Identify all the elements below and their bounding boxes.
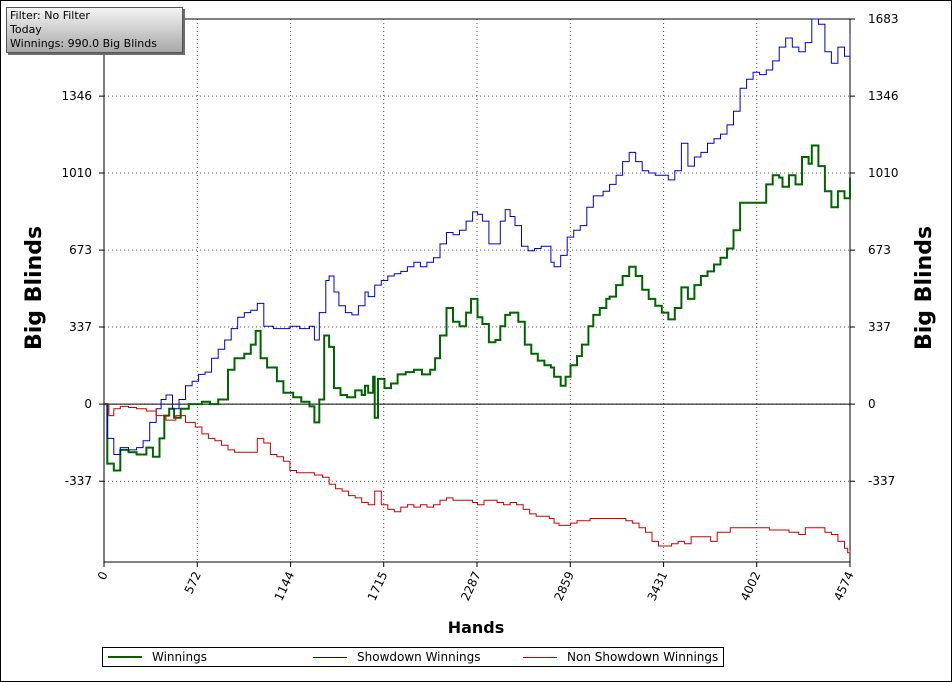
y-tick-label-right-1: 0	[868, 397, 876, 411]
x-tick-label-1: 572	[182, 569, 204, 596]
legend-swatch-non-showdown	[523, 656, 557, 658]
legend-item-showdown: Showdown Winnings	[313, 648, 481, 666]
series-line-winnings	[104, 144, 851, 472]
y-tick-label-left-0: -337	[65, 474, 92, 488]
y-tick-label-right-0: -337	[868, 474, 895, 488]
y-tick-label-right-2: 337	[868, 320, 891, 334]
y-axis-title-left: Big Blinds	[22, 226, 47, 350]
y-tick-label-right-5: 1346	[868, 89, 899, 103]
legend-label-non-showdown: Non Showdown Winnings	[567, 650, 719, 664]
y-tick-label-right-3: 673	[868, 243, 891, 257]
filter-label: Filter: No Filter	[10, 9, 90, 22]
y-axis-right: -337 0 337 673 1010 1346 1683	[850, 12, 899, 488]
y-axis-title-right: Big Blinds	[912, 226, 937, 350]
x-tick-label-7: 4002	[738, 569, 764, 603]
legend-swatch-showdown	[313, 656, 347, 658]
x-tick-label-8: 4574	[831, 569, 857, 603]
filter-info-box: Filter: No Filter Today Winnings: 990.0 …	[6, 7, 183, 53]
y-tick-label-left-3: 673	[69, 243, 92, 257]
x-tick-label-6: 3431	[645, 569, 671, 603]
x-tick-label-4: 2287	[458, 569, 484, 603]
x-axis-title: Hands	[448, 618, 505, 637]
x-tick-label-2: 1144	[272, 569, 298, 603]
y-tick-label-right-4: 1010	[868, 166, 899, 180]
grid-lines	[103, 18, 851, 562]
y-tick-label-left-5: 1346	[61, 89, 92, 103]
y-tick-label-left-1: 0	[84, 397, 92, 411]
y-tick-label-right-6: 1683	[868, 12, 899, 26]
y-tick-label-left-2: 337	[69, 320, 92, 334]
chart-legend: Winnings Showdown Winnings Non Showdown …	[102, 647, 724, 667]
x-tick-label-5: 2859	[551, 569, 577, 603]
plot-area-border	[103, 18, 851, 563]
x-tick-label-3: 1715	[365, 569, 391, 603]
y-tick-label-left-4: 1010	[61, 166, 92, 180]
legend-item-non-showdown: Non Showdown Winnings	[523, 648, 718, 666]
legend-label-showdown: Showdown Winnings	[357, 650, 481, 664]
x-tick-label-0: 0	[95, 569, 111, 582]
legend-label-winnings: Winnings	[152, 650, 207, 664]
series-line-showdown-winnings	[104, 18, 851, 455]
x-axis: 0 572 1144 1715 2287 2859 3431 4002 4574	[95, 562, 857, 603]
period-label: Today	[10, 23, 42, 36]
winnings-summary: Winnings: 990.0 Big Blinds	[10, 37, 157, 50]
series-line-non-showdown-winnings	[104, 403, 851, 554]
legend-item-winnings: Winnings	[108, 648, 207, 666]
series-group	[104, 18, 851, 554]
legend-swatch-winnings	[108, 656, 142, 658]
